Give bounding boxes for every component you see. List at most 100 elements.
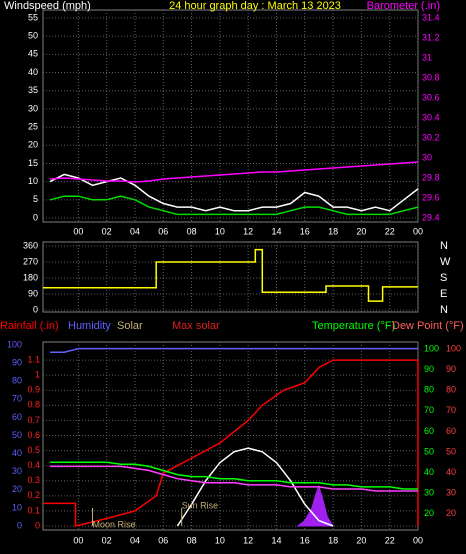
- y-tick-label: 40: [424, 467, 434, 477]
- x-tick-label: 00: [73, 535, 83, 545]
- y-tick-label: 50: [28, 31, 38, 41]
- series-line: [50, 161, 419, 183]
- y-tick-label: 60: [12, 412, 22, 422]
- x-tick-label: 00: [73, 226, 83, 236]
- y-tick-label: 60: [446, 426, 456, 436]
- y-tick-label: 70: [12, 394, 22, 404]
- y-tick-label: 31: [422, 52, 432, 62]
- x-tick-label: 10: [215, 535, 225, 545]
- legend-entry: Dew Point (°F): [392, 320, 464, 332]
- y-tick-label: 0.9: [27, 385, 40, 395]
- x-tick-label: 18: [328, 226, 338, 236]
- legend-entry: Temperature (°F): [312, 320, 395, 332]
- x-tick-label: 22: [385, 535, 395, 545]
- y-tick-label: 90: [424, 364, 434, 374]
- y-tick-label: 20: [424, 508, 434, 518]
- series-line: [50, 465, 418, 492]
- y-tick-label: 1.1: [27, 354, 40, 364]
- x-tick-label: 02: [102, 226, 112, 236]
- y-tick-label: 30: [28, 103, 38, 113]
- y-tick-label: 31.2: [422, 32, 440, 42]
- x-tick-label: 18: [328, 535, 338, 545]
- x-tick-label: 20: [356, 535, 366, 545]
- y-tick-label: 31.4: [422, 12, 440, 22]
- chart-title: 24 hour graph day : March 13 2023: [169, 0, 341, 12]
- annotation: Sun Rise: [182, 500, 219, 510]
- y-tick-label: 0: [33, 212, 38, 222]
- y-tick-label: 0.6: [27, 430, 40, 440]
- y-tick-label: 30.4: [422, 112, 440, 122]
- y-tick-label: 0.4: [27, 460, 40, 470]
- y-tick-label: 5: [33, 194, 38, 204]
- y-tick-label: 40: [12, 448, 22, 458]
- y-tick-label: 10: [12, 502, 22, 512]
- y-tick-label: 0.5: [27, 445, 40, 455]
- y-tick-label: 180: [23, 272, 38, 282]
- y-tick-label: 0: [17, 520, 22, 530]
- y-tick-label: 70: [424, 405, 434, 415]
- y-tick-label: 50: [446, 446, 456, 456]
- x-tick-label: 16: [300, 226, 310, 236]
- y-tick-label: 90: [446, 364, 456, 374]
- y-tick-label: 20: [28, 140, 38, 150]
- legend-entry: Solar: [117, 320, 143, 332]
- y-tick-label: 25: [28, 121, 38, 131]
- x-tick-label: 02: [102, 535, 112, 545]
- y-tick-label: 29.8: [422, 172, 440, 182]
- y-tick-label: 0.3: [27, 475, 40, 485]
- y-tick-label: 0.1: [27, 505, 40, 515]
- compass-label: E: [440, 288, 447, 300]
- y-tick-label: 40: [28, 67, 38, 77]
- y-tick-label: 30: [446, 487, 456, 497]
- y-tick-label: 30: [424, 487, 434, 497]
- compass-label: N: [440, 240, 448, 252]
- y2-axis-label: Barometer (.in): [367, 0, 440, 12]
- y-tick-label: 20: [446, 508, 456, 518]
- y-tick-label: 30.8: [422, 72, 440, 82]
- y-tick-label: 35: [28, 85, 38, 95]
- x-tick-label: 12: [243, 535, 253, 545]
- y-tick-label: 30.2: [422, 132, 440, 142]
- y-tick-label: 30: [422, 152, 432, 162]
- compass-label: S: [440, 272, 447, 284]
- y-tick-label: 100: [424, 343, 439, 353]
- y-tick-label: 15: [28, 158, 38, 168]
- series-line: [49, 173, 419, 212]
- x-tick-label: 06: [158, 226, 168, 236]
- solar-area: [296, 484, 335, 527]
- y-tick-label: 10: [28, 176, 38, 186]
- compass-label: W: [440, 256, 451, 268]
- y-tick-label: 55: [28, 12, 38, 22]
- y-tick-label: 30.6: [422, 92, 440, 102]
- series-line: [43, 248, 418, 302]
- y-axis-label: Windspeed (mph): [4, 0, 91, 12]
- legend-entry: Max solar: [172, 320, 220, 332]
- y-tick-label: 70: [446, 405, 456, 415]
- series-line: [50, 347, 418, 353]
- y-tick-label: 0.2: [27, 490, 40, 500]
- y-tick-label: 0.8: [27, 400, 40, 410]
- y-tick-label: 0.7: [27, 415, 40, 425]
- y-tick-label: 1: [35, 370, 40, 380]
- y-tick-label: 100: [7, 339, 22, 349]
- y-tick-label: 80: [424, 385, 434, 395]
- y-tick-label: 270: [23, 256, 38, 266]
- annotation: Moon Rise: [93, 519, 136, 529]
- y-tick-label: 0: [33, 304, 38, 314]
- y-tick-label: 100: [446, 343, 461, 353]
- y-tick-label: 30: [12, 466, 22, 476]
- y-tick-label: 80: [446, 385, 456, 395]
- x-tick-label: 22: [385, 226, 395, 236]
- x-tick-label: 16: [300, 535, 310, 545]
- plot-frame: [42, 241, 419, 313]
- y-tick-label: 29.6: [422, 192, 440, 202]
- x-tick-label: 00: [413, 535, 423, 545]
- legend-entry: Rainfall (.in): [0, 320, 59, 332]
- x-tick-label: 06: [158, 535, 168, 545]
- y-tick-label: 45: [28, 49, 38, 59]
- y-tick-label: 0: [35, 520, 40, 530]
- y-tick-label: 20: [12, 484, 22, 494]
- series-line: [43, 359, 419, 527]
- legend-entry: Humidity: [68, 320, 111, 332]
